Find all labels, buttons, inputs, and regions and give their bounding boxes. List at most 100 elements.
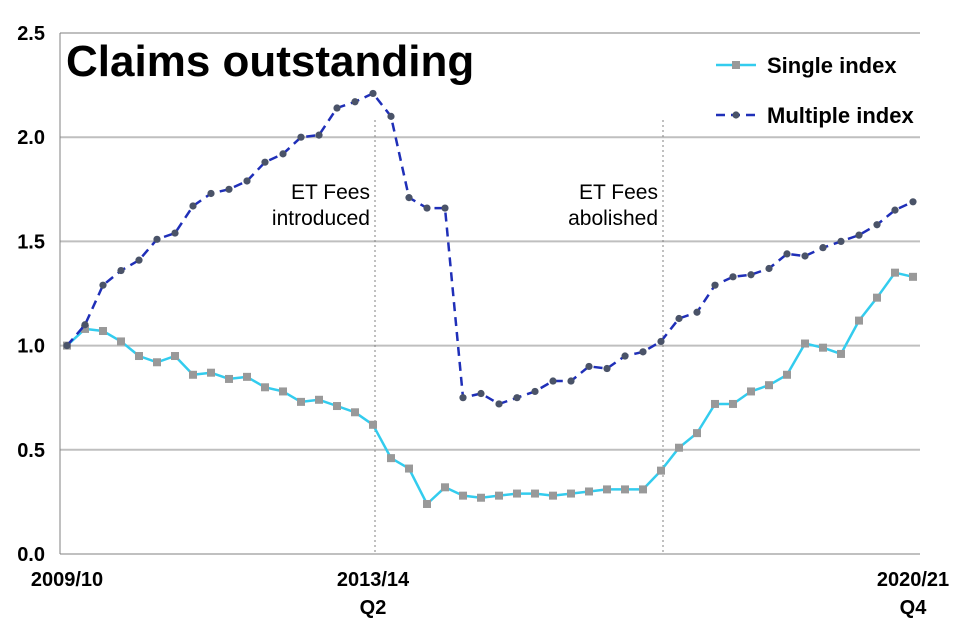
data-point-multiple-index [531, 387, 539, 396]
data-point-single-index [351, 408, 359, 417]
data-point-single-index [567, 489, 575, 498]
data-point-multiple-index [243, 177, 251, 185]
data-point-single-index [297, 397, 305, 406]
annotations: ET Fees introduced ET Fees abolished [272, 181, 658, 230]
data-point-multiple-index [837, 237, 845, 245]
data-point-single-index [513, 489, 521, 498]
data-point-multiple-index [549, 377, 557, 385]
legend-label-single-index: Single index [767, 53, 897, 78]
data-point-multiple-index [369, 89, 377, 98]
data-point-multiple-index [207, 189, 215, 198]
x-tick-labels: 2009/10 2013/14 Q2 2020/21 Q4 [31, 569, 949, 619]
data-point-multiple-index [711, 281, 719, 289]
x-tick-label: 2020/21 Q4 [877, 569, 949, 619]
data-point-single-index [315, 395, 323, 404]
data-point-single-index [855, 316, 863, 325]
data-point-multiple-index [909, 198, 917, 206]
data-point-multiple-index [567, 377, 575, 385]
data-point-multiple-index [297, 133, 305, 141]
data-point-multiple-index [135, 256, 143, 264]
data-point-single-index [477, 493, 485, 502]
data-point-single-index [117, 337, 125, 346]
data-point-multiple-index [729, 273, 737, 281]
data-point-single-index [765, 381, 773, 390]
data-point-single-index [189, 370, 197, 379]
data-point-multiple-index [63, 342, 71, 350]
annotation-text: ET Fees abolished [568, 181, 658, 230]
data-point-single-index [369, 420, 377, 429]
data-point-multiple-index [279, 150, 287, 158]
data-point-single-index [243, 372, 251, 381]
data-point-single-index [135, 352, 143, 361]
data-point-single-index [783, 370, 791, 379]
data-point-single-index [207, 368, 215, 377]
data-point-multiple-index [117, 266, 125, 275]
data-point-single-index [459, 491, 467, 500]
data-point-multiple-index [405, 194, 413, 202]
annotation-text: ET Fees introduced [272, 181, 370, 230]
data-point-multiple-index [873, 221, 881, 229]
data-point-single-index [747, 387, 755, 396]
data-point-multiple-index [639, 348, 647, 356]
data-point-single-index [711, 399, 719, 408]
x-tick-label: 2009/10 [31, 569, 103, 591]
data-point-single-index [801, 339, 809, 348]
data-point-single-index [657, 466, 665, 475]
data-point-single-index [333, 402, 341, 411]
data-point-single-index [873, 293, 881, 302]
data-point-multiple-index [171, 229, 179, 237]
data-point-multiple-index [495, 400, 503, 408]
data-point-multiple-index [585, 362, 593, 371]
y-tick-label: 1.0 [17, 336, 45, 358]
data-point-single-index [693, 429, 701, 438]
data-point-single-index [675, 443, 683, 452]
y-tick-label: 2.5 [17, 23, 45, 45]
data-point-multiple-index [99, 281, 107, 289]
data-point-single-index [441, 483, 449, 492]
data-point-multiple-index [783, 250, 791, 258]
data-point-multiple-index [603, 364, 611, 373]
data-point-single-index [891, 268, 899, 277]
data-point-multiple-index [387, 112, 395, 120]
series-line-multiple-index [66, 92, 914, 406]
data-point-single-index [423, 499, 431, 508]
data-point-multiple-index [423, 204, 431, 212]
data-point-single-index [495, 491, 503, 500]
data-point-multiple-index [621, 352, 629, 360]
legend-label-multiple-index: Multiple index [767, 103, 914, 128]
legend: Single index Multiple index [716, 53, 914, 128]
y-tick-label: 0.5 [17, 440, 45, 462]
data-point-multiple-index [81, 321, 89, 329]
data-point-single-index [729, 399, 737, 408]
data-point-single-index [153, 358, 161, 367]
data-point-multiple-index [513, 394, 521, 402]
data-point-single-index [279, 387, 287, 396]
data-point-multiple-index [801, 252, 809, 260]
data-point-single-index [261, 383, 269, 392]
data-point-multiple-index [747, 271, 755, 279]
y-tick-labels: 0.0 0.5 1.0 1.5 2.0 2.5 [17, 23, 45, 566]
data-point-multiple-index [315, 131, 323, 139]
data-point-single-index [549, 491, 557, 500]
data-point-multiple-index [459, 394, 467, 402]
y-tick-label: 2.0 [17, 127, 45, 149]
data-point-multiple-index [333, 104, 341, 112]
data-point-multiple-index [855, 231, 863, 239]
data-point-single-index [819, 343, 827, 352]
data-point-multiple-index [657, 337, 665, 346]
data-point-multiple-index [477, 389, 485, 398]
y-tick-label: 0.0 [17, 544, 45, 566]
data-point-single-index [909, 272, 917, 281]
data-point-multiple-index [225, 185, 233, 193]
data-point-multiple-index [153, 235, 161, 243]
data-point-multiple-index [675, 314, 683, 323]
data-point-single-index [603, 485, 611, 494]
data-point-multiple-index [765, 264, 773, 273]
data-point-single-index [621, 485, 629, 494]
data-point-single-index [837, 349, 845, 358]
legend-marker-multiple-index [732, 111, 740, 119]
series-group [63, 89, 917, 508]
data-point-multiple-index [189, 202, 197, 210]
x-tick-label: 2013/14 Q2 [337, 569, 410, 619]
